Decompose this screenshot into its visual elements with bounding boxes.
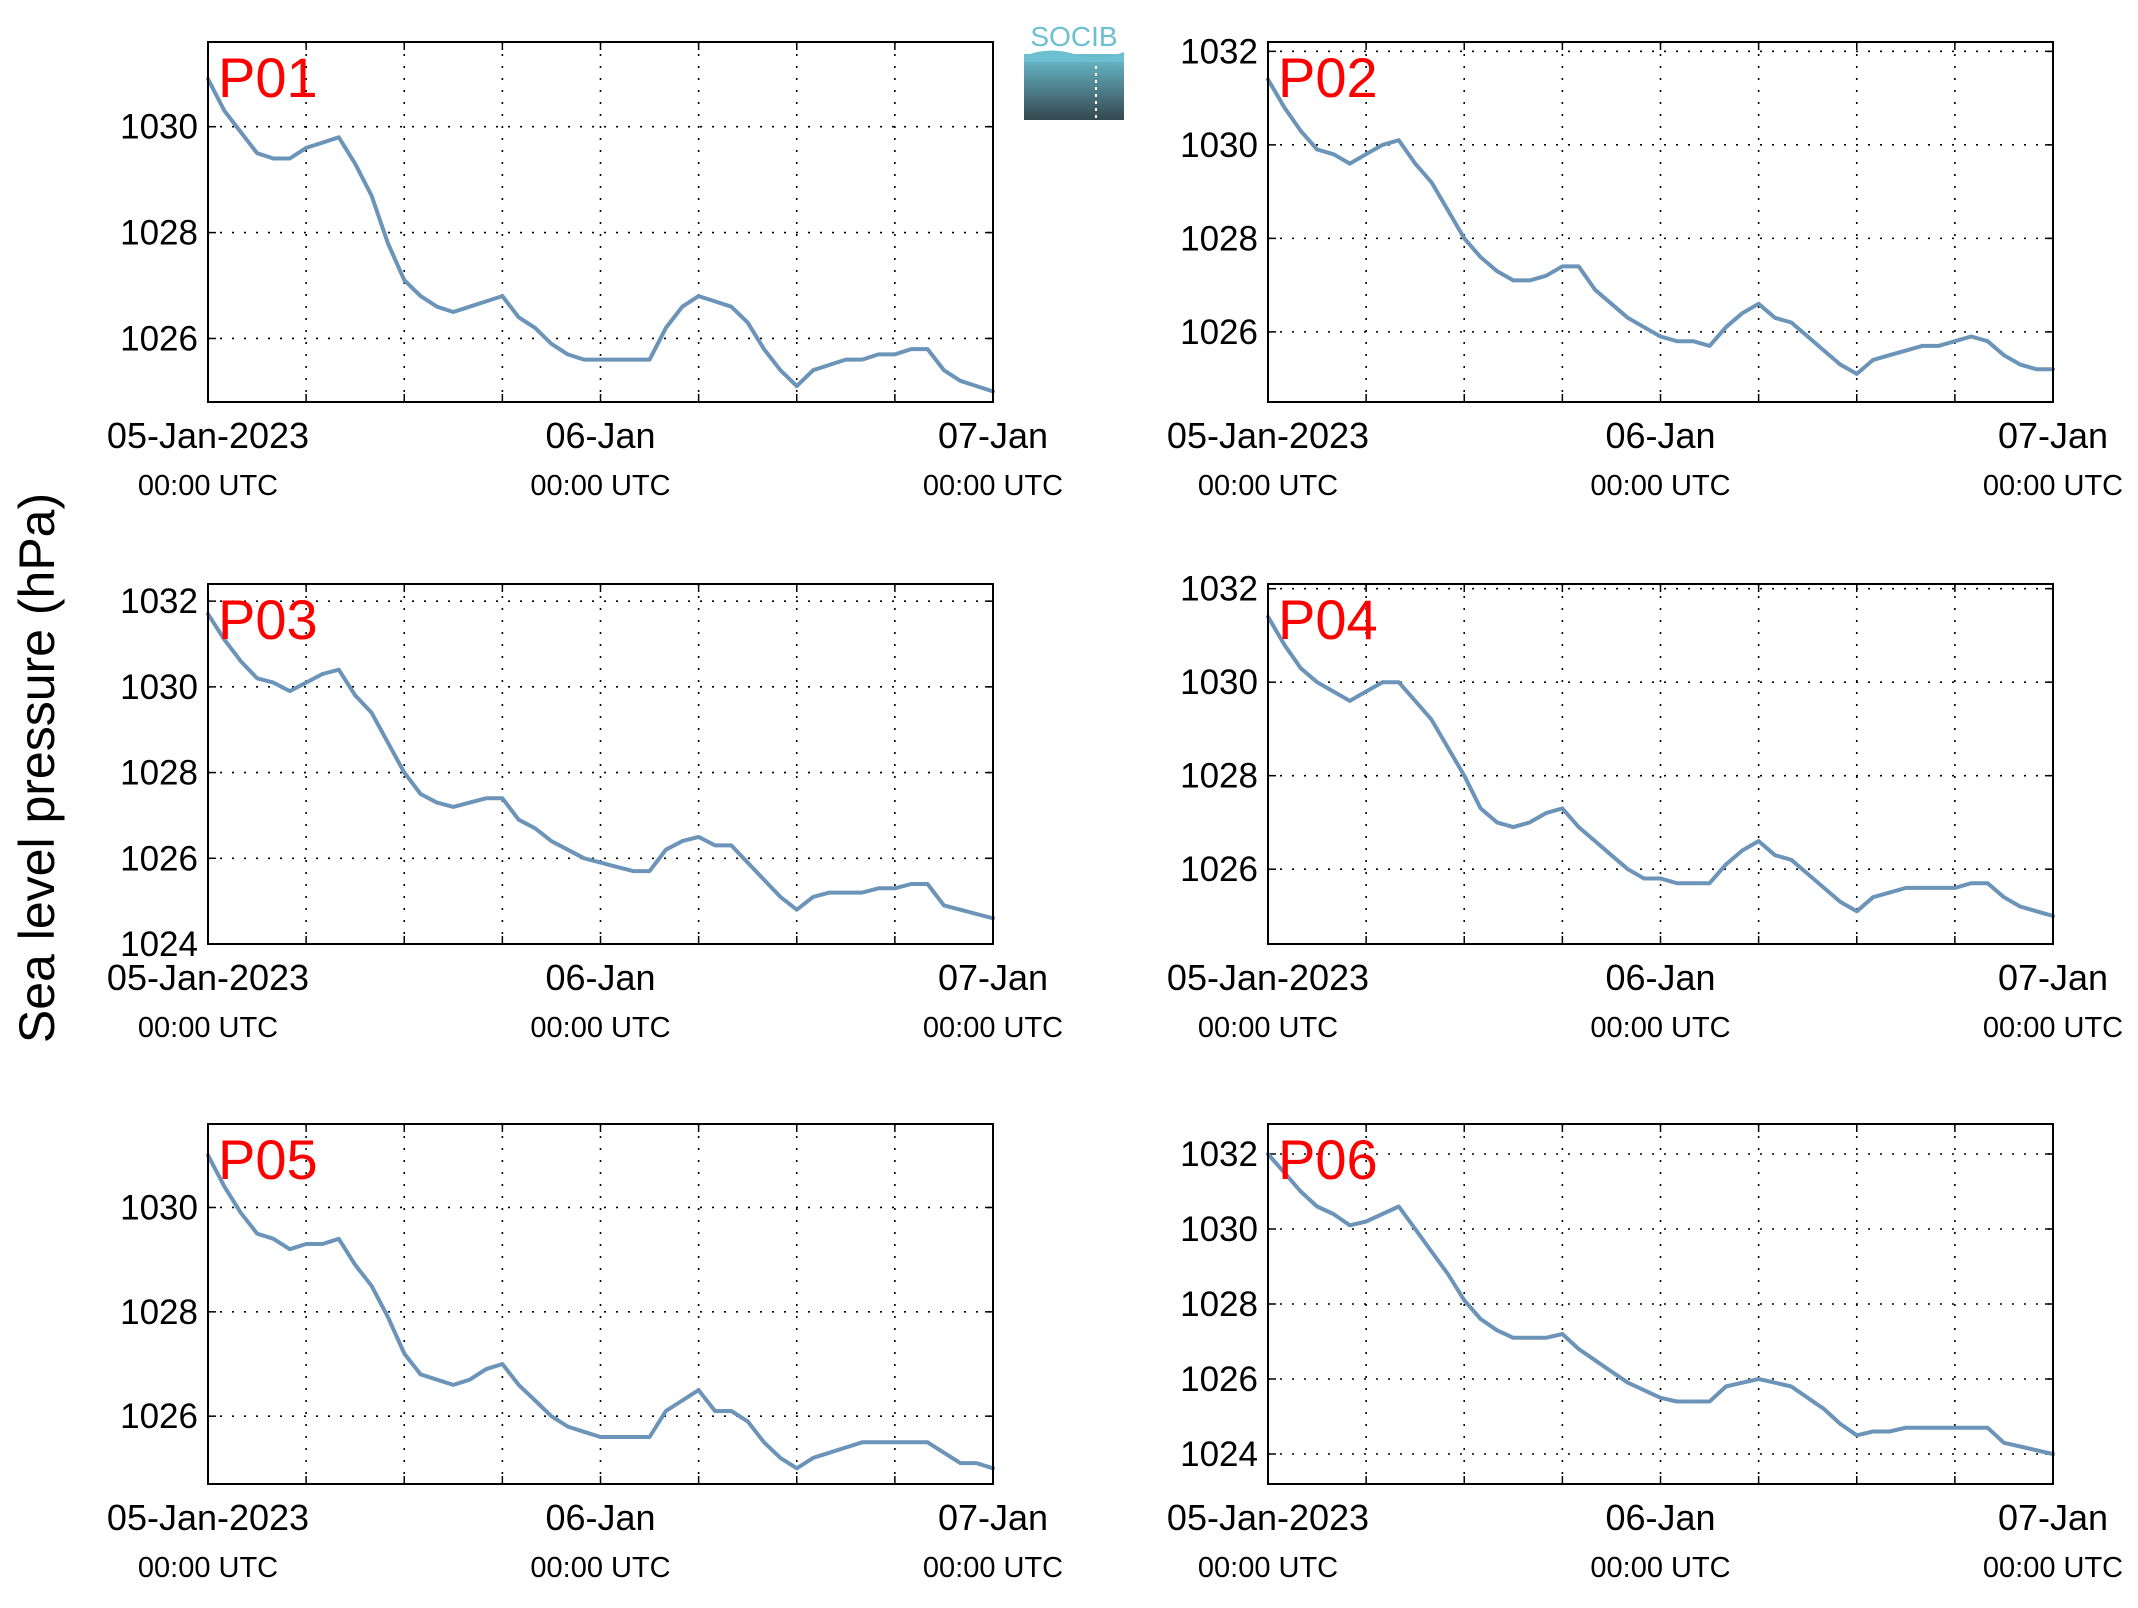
socib-logo: SOCIB [1024,21,1124,120]
x-tick-date: 05-Jan-2023 [107,415,309,456]
y-tick-label: 1030 [1180,663,1258,702]
panel-p05: 1026 1028 1030 P05 05-Jan-2023 00:00 UTC 06-Ja… [107,1123,1063,1584]
series-line-p03 [206,612,995,921]
x-tick-time: 00:00 UTC [1983,1012,2123,1044]
x-tick-date: 05-Jan-2023 [1167,1497,1369,1538]
x-tick-date: 06-Jan [1605,957,1715,998]
x-tick-date: 05-Jan-2023 [107,957,309,998]
x-tick-date: 05-Jan-2023 [107,1497,309,1538]
x-tick-time: 00:00 UTC [530,1012,670,1044]
y-tick-label: 1028 [120,754,198,793]
x-tick-date: 06-Jan [545,1497,655,1538]
y-tick-label: 1032 [1180,570,1258,609]
y-tick-label: 1030 [120,1188,198,1227]
x-tick-time: 00:00 UTC [138,1012,278,1044]
logo-text: SOCIB [1030,21,1117,52]
panel-p01: 1026 1028 1030 P01 05-Jan-2023 00:00 UTC 06-Ja… [107,41,1063,502]
y-tick-label: 1028 [1180,757,1258,796]
x-tick-time: 00:00 UTC [923,1552,1063,1584]
x-tick-time: 00:00 UTC [923,470,1063,502]
series-line-p01 [206,77,995,394]
panel-label-p01: P01 [218,46,318,109]
y-tick-label: 1028 [1180,219,1258,258]
plot-frame [207,1123,994,1485]
x-tick-time: 00:00 UTC [530,1552,670,1584]
x-tick-date: 06-Jan [545,415,655,456]
y-tick-label: 1024 [1180,1435,1258,1474]
plot-frame [207,583,994,945]
x-tick-date: 05-Jan-2023 [1167,415,1369,456]
x-tick-time: 00:00 UTC [1983,1552,2123,1584]
x-tick-time: 00:00 UTC [138,470,278,502]
y-tick-label: 1028 [1180,1285,1258,1324]
y-tick-label: 1026 [1180,313,1258,352]
plot-frame [207,41,994,403]
x-tick-date: 07-Jan [1998,1497,2108,1538]
series-line-p06 [1266,1152,2055,1456]
y-axis-label: Sea level pressure (hPa) [9,493,65,1043]
logo-block [1024,54,1124,120]
panel-label-p02: P02 [1278,46,1378,109]
y-tick-label: 1030 [1180,1210,1258,1249]
x-tick-date: 07-Jan [938,1497,1048,1538]
x-tick-date: 07-Jan [938,415,1048,456]
y-tick-label: 1032 [1180,1135,1258,1174]
panel-label-p03: P03 [218,588,318,651]
y-tick-label: 1026 [120,839,198,878]
x-tick-time: 00:00 UTC [1198,1012,1338,1044]
x-tick-time: 00:00 UTC [923,1012,1063,1044]
x-tick-time: 00:00 UTC [530,470,670,502]
x-tick-date: 07-Jan [1998,957,2108,998]
x-tick-date: 07-Jan [938,957,1048,998]
y-tick-label: 1032 [120,582,198,621]
y-tick-label: 1024 [120,925,198,964]
y-tick-label: 1026 [1180,850,1258,889]
panel-p02: 1026 1028 1030 1032 P02 05-Jan-2023 00:00 UTC 0… [1167,32,2123,502]
y-tick-label: 1030 [1180,126,1258,165]
x-tick-time: 00:00 UTC [1590,470,1730,502]
x-tick-date: 07-Jan [1998,415,2108,456]
x-tick-time: 00:00 UTC [1198,1552,1338,1584]
panel-p03: 1024 1026 1028 1030 1032 P03 05-Jan-2023 00:00 … [107,582,1063,1044]
x-tick-date: 06-Jan [1605,415,1715,456]
x-tick-time: 00:00 UTC [1983,470,2123,502]
plot-frame [1267,41,2054,403]
x-tick-time: 00:00 UTC [138,1552,278,1584]
y-tick-label: 1026 [120,319,198,358]
panel-label-p04: P04 [1278,588,1378,651]
y-tick-label: 1030 [120,108,198,147]
x-tick-date: 06-Jan [545,957,655,998]
series-line-p02 [1266,77,2055,376]
panel-p06: 1024 1026 1028 1030 1032 P06 05-Jan-2023 00:00 … [1167,1123,2123,1584]
x-tick-date: 05-Jan-2023 [1167,957,1369,998]
y-tick-label: 1026 [120,1397,198,1436]
y-tick-label: 1032 [1180,32,1258,71]
series-line-p04 [1266,614,2055,918]
y-tick-label: 1028 [120,1293,198,1332]
series-line-p05 [206,1153,995,1471]
x-tick-time: 00:00 UTC [1590,1552,1730,1584]
panel-p04: 1026 1028 1030 1032 P04 05-Jan-2023 00:00 UTC 0… [1167,570,2123,1044]
y-tick-label: 1028 [120,214,198,253]
plot-frame [1267,1123,2054,1485]
x-tick-date: 06-Jan [1605,1497,1715,1538]
x-tick-time: 00:00 UTC [1590,1012,1730,1044]
panel-label-p06: P06 [1278,1128,1378,1191]
logo-wave [1024,50,1124,62]
y-tick-label: 1030 [120,668,198,707]
y-tick-label: 1026 [1180,1360,1258,1399]
x-tick-time: 00:00 UTC [1198,470,1338,502]
plot-frame [1267,583,2054,945]
panel-label-p05: P05 [218,1128,318,1191]
